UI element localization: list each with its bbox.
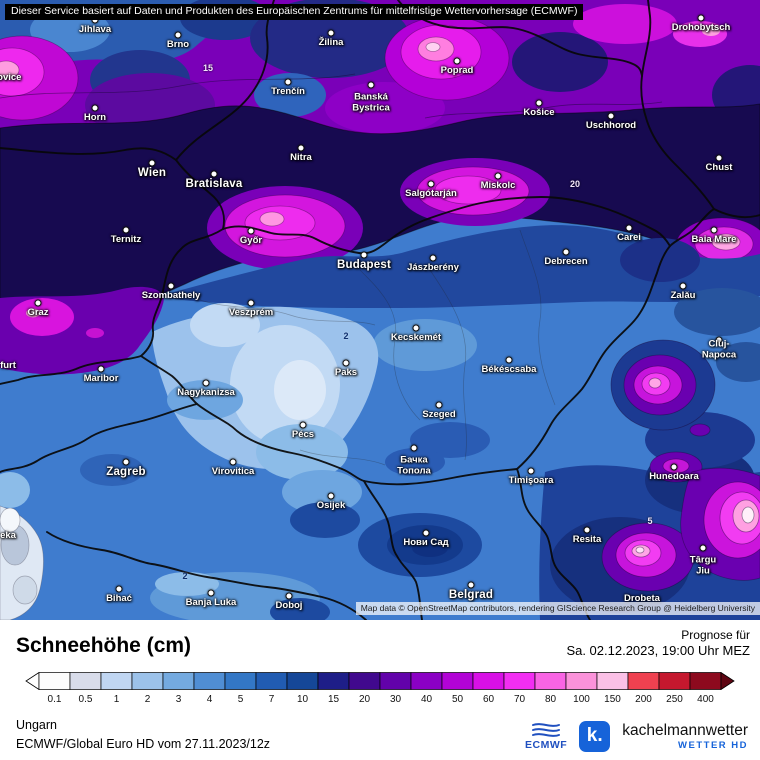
legend-panel: Schneehöhe (cm) Prognose für Sa. 02.12.2… xyxy=(0,620,760,760)
legend-value-label: 20 xyxy=(358,694,371,705)
country-borders xyxy=(0,0,760,620)
ecmwf-wordmark: ECMWF xyxy=(525,739,568,751)
legend-value-label: 5 xyxy=(237,694,244,705)
legend-values: 0.1 0.5 1 2 3 4 5 7 10 15 20 30 40 50 60 70 80 100 150 200 2… xyxy=(25,694,735,706)
legend-cell xyxy=(162,672,195,690)
legend-cell xyxy=(348,672,381,690)
legend-cell xyxy=(224,672,257,690)
county-borders xyxy=(199,229,556,466)
legend-cell xyxy=(441,672,474,690)
legend-value-label: 70 xyxy=(513,694,526,705)
map-attribution: Map data © OpenStreetMap contributors, r… xyxy=(355,602,760,615)
legend-value-label: 400 xyxy=(697,694,714,705)
brand-sub: WETTER HD xyxy=(678,740,748,751)
legend-cell xyxy=(100,672,133,690)
legend-cell xyxy=(472,672,505,690)
legend-cell xyxy=(534,672,567,690)
legend-value-label: 3 xyxy=(175,694,182,705)
legend-bar xyxy=(25,671,735,691)
legend-value-label: 50 xyxy=(451,694,464,705)
forecast-label: Prognose für xyxy=(681,628,750,642)
legend-value-label: 60 xyxy=(482,694,495,705)
legend-cell xyxy=(658,672,691,690)
map-canvas xyxy=(0,0,760,620)
legend-value-label: 200 xyxy=(635,694,652,705)
legend-cell xyxy=(317,672,350,690)
legend-arrow-right xyxy=(720,671,735,691)
kachelmann-k-icon[interactable]: k. xyxy=(579,721,611,752)
legend-value-label: 4 xyxy=(206,694,213,705)
legend-cell xyxy=(286,672,319,690)
legend-arrow-left xyxy=(25,671,40,691)
legend-value-label: 40 xyxy=(420,694,433,705)
legend-value-label: 100 xyxy=(573,694,590,705)
forecast-block: Prognose für Sa. 02.12.2023, 19:00 Uhr M… xyxy=(566,628,750,659)
service-banner: Dieser Service basiert auf Daten und Pro… xyxy=(5,4,584,20)
legend-value-label: 7 xyxy=(268,694,275,705)
legend-value-label: 10 xyxy=(296,694,309,705)
model-run-label: ECMWF/Global Euro HD vom 27.11.2023/12z xyxy=(16,737,271,751)
legend-cell xyxy=(38,672,71,690)
legend-value-label: 2 xyxy=(144,694,151,705)
ecmwf-logo[interactable]: ECMWF xyxy=(525,722,567,751)
legend-cell xyxy=(410,672,443,690)
legend-cell xyxy=(565,672,598,690)
logo-row: ECMWF k. kachelmannwetter WETTER HD xyxy=(525,721,748,752)
snow-depth-map[interactable]: JihlavaBrnoŽilinaPopradDrohobytschjovice… xyxy=(0,0,760,620)
legend-title: Schneehöhe (cm) xyxy=(16,634,192,657)
region-label: Ungarn xyxy=(16,718,57,732)
ecmwf-waves-icon xyxy=(532,723,561,737)
legend-value-label: 30 xyxy=(389,694,402,705)
brand-block[interactable]: kachelmannwetter WETTER HD xyxy=(622,722,748,751)
legend-value-label: 15 xyxy=(327,694,340,705)
legend-color-bar xyxy=(25,671,735,691)
legend-value-label: 0.1 xyxy=(47,694,62,705)
legend-cell xyxy=(193,672,226,690)
legend-cell xyxy=(131,672,164,690)
legend-value-label: 250 xyxy=(666,694,683,705)
legend-cell xyxy=(503,672,536,690)
legend-cell xyxy=(69,672,102,690)
forecast-time: Sa. 02.12.2023, 19:00 Uhr MEZ xyxy=(566,643,750,658)
legend-cell xyxy=(379,672,412,690)
legend-cell xyxy=(596,672,629,690)
legend-cell xyxy=(255,672,288,690)
brand-name: kachelmannwetter xyxy=(622,722,748,739)
legend-value-label: 1 xyxy=(113,694,120,705)
legend-value-label: 150 xyxy=(604,694,621,705)
legend-value-label: 80 xyxy=(544,694,557,705)
legend-cell xyxy=(689,672,722,690)
legend-value-label: 0.5 xyxy=(78,694,93,705)
legend-cell xyxy=(627,672,660,690)
